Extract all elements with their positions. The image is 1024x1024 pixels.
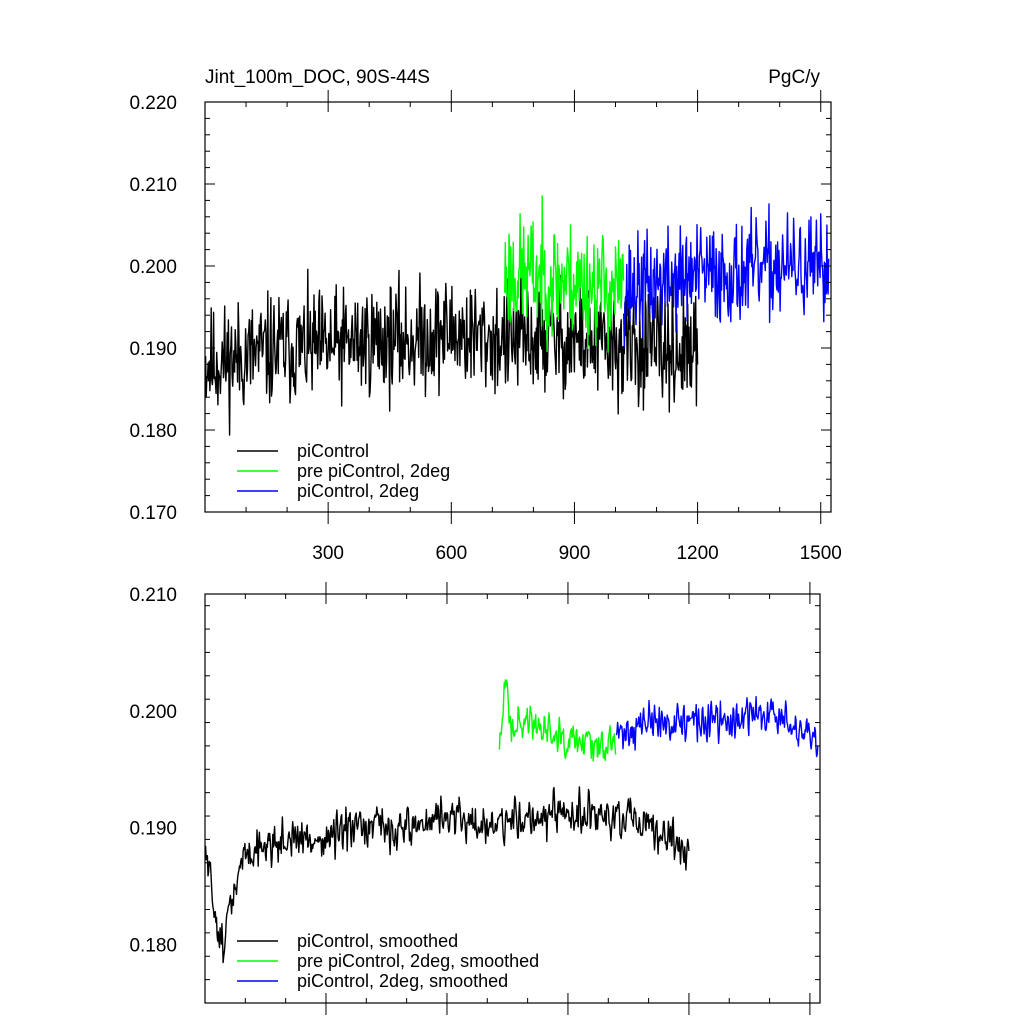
y-tick-label: 0.180 xyxy=(129,936,177,957)
top-panel: Jint_100m_DOC, 90S-44S PgC/y 0.1700.1800… xyxy=(129,67,841,564)
series-line-picontrol-smoothed xyxy=(205,786,690,964)
series-line-picontrol xyxy=(205,268,699,436)
series-group xyxy=(205,679,819,964)
y-tick-label: 0.210 xyxy=(129,175,177,196)
plot-frame xyxy=(204,101,832,513)
y-tick-label: 0.190 xyxy=(129,819,177,840)
top-panel-plot-area: 0.170 0.180 0.190 0.200 0.210 0.220 300 600 900 1… xyxy=(129,90,842,564)
y-tick-label: 0.190 xyxy=(129,339,177,360)
legend-label: piControl, 2deg xyxy=(297,481,419,501)
legend-label: piControl xyxy=(297,441,369,461)
y-tick-label: 0.200 xyxy=(129,257,177,278)
plot-frame xyxy=(204,593,821,1004)
legend-label: pre piControl, 2deg, smoothed xyxy=(297,951,539,971)
series-line-pre-picontrol-2deg xyxy=(504,195,625,353)
y-tick-label: 0.180 xyxy=(129,421,177,442)
y-tick-label: 0.210 xyxy=(129,585,177,606)
x-tick-label: 600 xyxy=(435,543,467,564)
top-panel-units: PgC/y xyxy=(768,67,820,88)
legend-label: pre piControl, 2deg xyxy=(297,461,450,481)
y-tick-label: 0.200 xyxy=(129,702,177,723)
series-group xyxy=(205,195,830,436)
x-tick-label: 1500 xyxy=(800,543,842,564)
series-line-picontrol-2deg xyxy=(623,203,830,348)
legend-label: piControl, 2deg, smoothed xyxy=(297,971,508,991)
series-line-picontrol-2deg-smoothed xyxy=(615,696,819,758)
y-tick-label: 0.170 xyxy=(129,503,177,524)
top-panel-title: Jint_100m_DOC, 90S-44S xyxy=(205,67,430,88)
legend-label: piControl, smoothed xyxy=(297,931,458,951)
x-tick-label: 1200 xyxy=(676,543,718,564)
series-line-pre-picontrol-2deg-smoothed xyxy=(498,679,617,762)
x-tick-label: 900 xyxy=(559,543,591,564)
y-tick-label: 0.220 xyxy=(129,93,177,114)
x-tick-label: 300 xyxy=(312,543,344,564)
